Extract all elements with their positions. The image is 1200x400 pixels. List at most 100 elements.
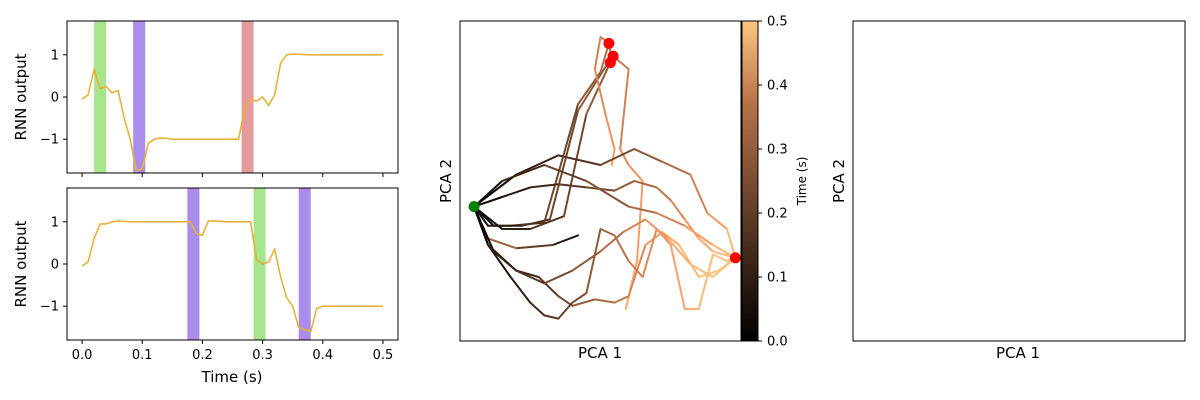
- colorbar-tick-label: 0.3: [767, 143, 788, 158]
- trajectory-segment: [487, 244, 512, 278]
- bottom-plot-frame: [66, 187, 399, 341]
- trajectory-segment: [529, 215, 565, 230]
- trajectory-segment: [551, 234, 580, 246]
- p1-ytick-label: −1: [40, 133, 59, 148]
- trajectory-segment: [683, 218, 700, 240]
- trajectory-segment: [509, 276, 532, 304]
- trajectory-segment: [543, 164, 588, 182]
- p1-ytick-label: 1: [51, 48, 59, 63]
- trajectory-segment: [529, 301, 546, 317]
- trajectory-segment: [689, 173, 709, 214]
- trajectory-segment: [627, 205, 658, 214]
- trajectory-segment: [644, 218, 669, 240]
- p2-xtick-label: 0.4: [312, 348, 333, 363]
- p2-ytick-label: 0: [51, 258, 59, 273]
- trajectory-segment: [571, 292, 588, 304]
- p1-output-line: [81, 53, 383, 172]
- p2-output-line: [81, 220, 383, 333]
- top-output-plot: 1 0 −1 RNN output: [12, 20, 399, 177]
- p1-band-green: [94, 21, 107, 173]
- trajectory-segment: [487, 237, 518, 250]
- trajectory-segment: [585, 180, 630, 208]
- colorbar-tick-label: 0.1: [767, 271, 788, 286]
- trajectory-segment: [655, 212, 686, 227]
- end-point-marker: [729, 252, 741, 264]
- trajectory-segment: [562, 112, 588, 218]
- trajectory-segment: [599, 231, 624, 253]
- top-plot-frame: [66, 20, 399, 174]
- trajectory-segment: [599, 148, 636, 166]
- trajectory-segment: [585, 228, 602, 294]
- p2-ytick-label: −1: [40, 300, 59, 315]
- trajectory-segment: [548, 109, 580, 221]
- bottom-plot-xlabel: Time (s): [201, 368, 263, 386]
- trajectory-segment: [593, 36, 602, 70]
- trajectory-segment: [627, 164, 644, 182]
- p1-ytick-label: 0: [51, 91, 59, 106]
- trajectory-segment: [621, 218, 647, 234]
- trajectory-segment: [515, 244, 554, 250]
- bottom-output-plot: 1 0 −1 0.0 0.1 0.2 0.3 0.4 0.5 RNN output Time …: [12, 187, 399, 386]
- trajectory-segment: [473, 180, 504, 208]
- trajectory-segment: [557, 154, 602, 166]
- trajectory-segment: [593, 298, 616, 304]
- p2-xtick-label: 0.5: [373, 348, 394, 363]
- trajectory-segment: [641, 228, 658, 278]
- p1-band-purple: [133, 21, 146, 173]
- trajectory-segment: [520, 218, 551, 227]
- empty-plot-ylabel: PCA 2: [830, 159, 848, 203]
- trajectory-segment: [473, 205, 504, 230]
- colorbar-tick-label: 0.4: [767, 79, 788, 94]
- trajectory-segment: [636, 180, 644, 262]
- colorbar-label: Time (s): [795, 157, 809, 207]
- trajectory-segment: [599, 228, 616, 237]
- trajectory-segment: [543, 103, 580, 224]
- colorbar-tick-label: 0.2: [767, 207, 788, 222]
- trajectory-segment: [515, 154, 560, 176]
- trajectory-segment: [571, 250, 602, 272]
- trajectory-segment: [593, 68, 608, 118]
- trajectory-segment: [543, 314, 560, 320]
- p1-band-red: [241, 21, 254, 173]
- trajectory-segment: [501, 186, 532, 198]
- trajectory-segment: [633, 180, 658, 189]
- trajectory-segment: [619, 68, 630, 150]
- colorbar: [741, 20, 759, 342]
- trajectory-segment: [577, 64, 608, 112]
- trajectory-segment: [661, 160, 692, 176]
- trajectory-segment: [669, 244, 686, 310]
- trajectory-segment: [515, 269, 546, 285]
- pca-plot-ylabel: PCA 2: [437, 159, 455, 203]
- p2-xtick-label: 0.1: [132, 348, 153, 363]
- trajectory-segment: [557, 301, 574, 320]
- p2-ytick-label: 1: [51, 215, 59, 230]
- trajectory-segment: [683, 224, 714, 246]
- trajectory-segment: [543, 269, 574, 285]
- trajectory-segment: [557, 183, 588, 189]
- trajectory-segment: [487, 244, 518, 272]
- trajectory-segment: [669, 199, 686, 221]
- colorbar-tick-label: 0.5: [767, 15, 788, 30]
- trajectory-segment: [633, 148, 664, 163]
- trajectory-segment: [697, 253, 714, 310]
- empty-plot-xlabel: PCA 1: [996, 344, 1040, 362]
- end-point-marker: [604, 57, 616, 69]
- trajectory-segment: [655, 186, 672, 202]
- start-point-marker: [468, 201, 480, 213]
- trajectory-segment: [571, 298, 596, 307]
- p2-xtick-label: 0.0: [72, 348, 93, 363]
- colorbar-tick-label: 0.0: [767, 335, 788, 350]
- trajectory-segment: [697, 237, 714, 253]
- pca-plot-frame: [459, 20, 742, 342]
- trajectory-segment: [661, 231, 681, 246]
- empty-plot-frame: [852, 20, 1186, 342]
- p2-xtick-label: 0.3: [252, 348, 273, 363]
- p2-band-green: [253, 188, 266, 340]
- trajectory-segment: [627, 260, 644, 278]
- trajectory-segment: [613, 295, 630, 304]
- trajectory-segment: [613, 234, 630, 262]
- bottom-plot-ylabel: RNN output: [12, 220, 30, 307]
- trajectory-segment: [711, 253, 728, 262]
- trajectory-segment: [537, 276, 560, 298]
